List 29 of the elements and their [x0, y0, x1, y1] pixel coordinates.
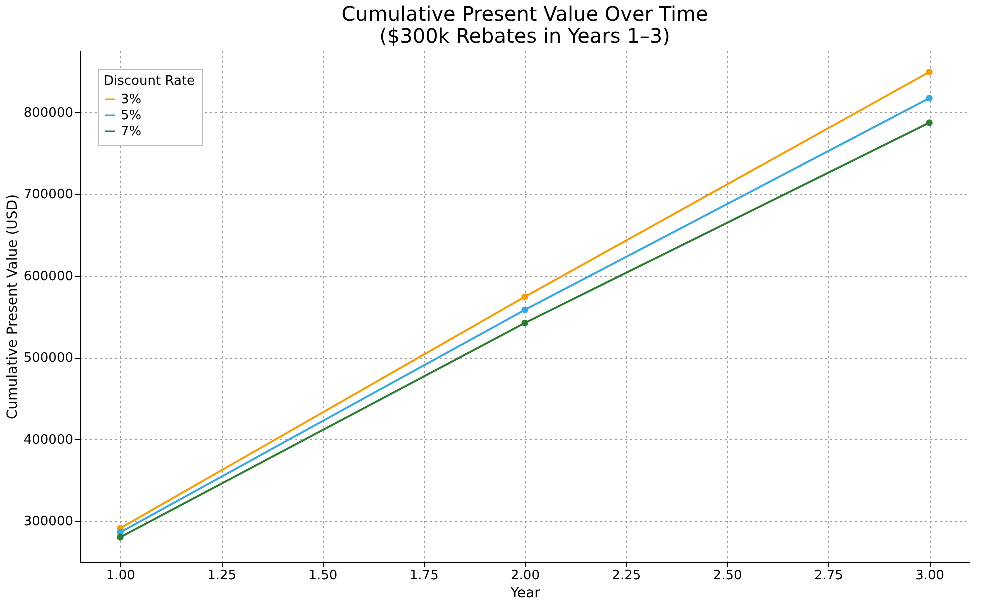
point: [522, 306, 528, 314]
y-tick-label: 700000: [24, 188, 74, 203]
x-tick-label: 3.00: [916, 568, 945, 584]
point: [522, 294, 528, 300]
x-tick-label: 1.00: [106, 568, 136, 584]
y-tick-label: 800000: [24, 106, 74, 121]
legend-label: 3%: [121, 92, 142, 108]
x-tick-label: 1.25: [208, 568, 237, 584]
legend-label: 5%: [121, 108, 142, 124]
point: [522, 320, 528, 327]
y-tick-label: 500000: [24, 351, 74, 366]
y-tick-label: 400000: [24, 432, 74, 448]
y-tick-label: 600000: [24, 269, 74, 284]
x-axis-title: Year: [510, 586, 541, 602]
legend-label: 7%: [121, 124, 142, 140]
legend-title: Discount Rate: [104, 74, 196, 89]
y-tick-label: 300000: [24, 514, 74, 530]
x-tick-label: 1.75: [410, 568, 439, 584]
chart-title: Cumulative Present Value Over Time ($300k Rebates in Years 1–3): [342, 2, 708, 48]
x-tick-label: 1.50: [308, 568, 338, 584]
x-tick-label: 2.25: [612, 568, 642, 584]
point: [926, 68, 933, 76]
x-tick-label: 2.75: [814, 568, 844, 584]
y-axis-title: Cumulative Present Value (USD): [4, 194, 21, 420]
x-tick-label: 2.00: [511, 568, 540, 584]
point: [926, 95, 933, 102]
point: [926, 120, 933, 126]
point: [117, 534, 124, 541]
x-tick-label: 2.50: [713, 568, 742, 584]
